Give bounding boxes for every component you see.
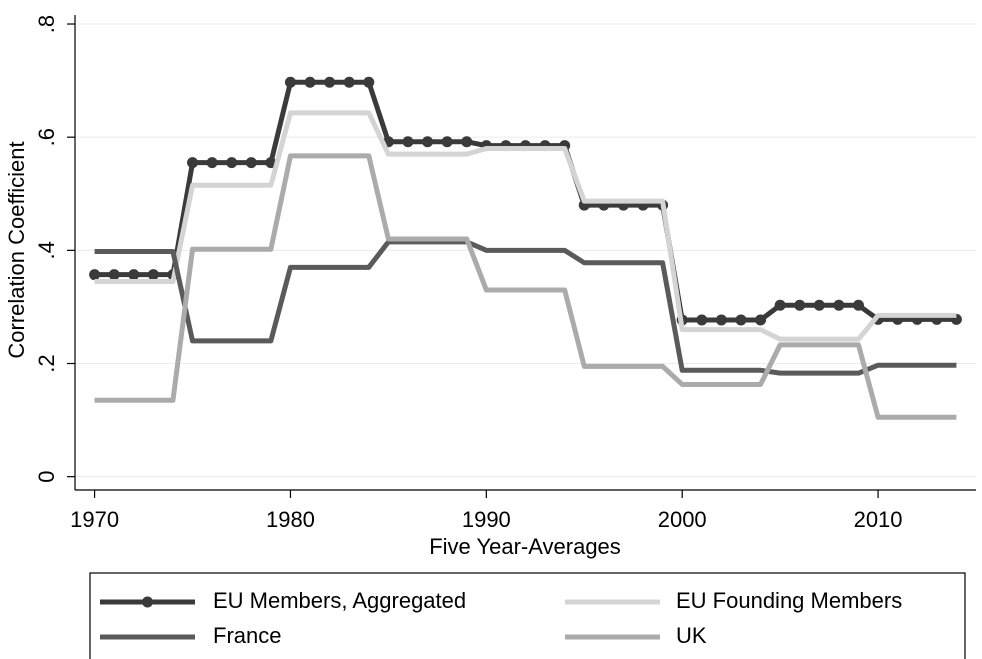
x-axis-title: Five Year-Averages [429,534,621,559]
point [833,299,845,311]
point [343,76,355,88]
point [422,136,434,148]
point [304,76,316,88]
point [441,136,453,148]
series-line [94,110,957,342]
series-line [94,79,957,323]
point [813,299,825,311]
point [735,314,747,326]
x-tick-label: 1990 [462,507,511,532]
point [226,157,238,169]
legend-marker [142,596,153,608]
point [852,299,864,311]
point [461,136,473,148]
series-line [94,153,957,420]
point [715,314,727,326]
point [755,314,767,326]
y-tick-label: 0 [34,471,59,483]
point [402,136,414,148]
y-tick-label: .8 [34,15,59,33]
y-tick-label: .2 [34,354,59,372]
legend-label: UK [676,623,707,648]
point [284,76,296,88]
point [206,157,218,169]
point [324,76,336,88]
y-tick-label: .4 [34,241,59,259]
legend-box [89,572,966,659]
point [108,269,120,281]
x-tick-label: 1970 [70,507,119,532]
point [89,269,101,281]
legend-label: France [213,623,281,648]
series-line [94,239,957,376]
point [147,269,159,281]
y-axis-title: Correlation Coefficient [4,141,29,358]
point [696,314,708,326]
x-tick-label: 2010 [854,507,903,532]
point [774,299,786,311]
x-tick-label: 2000 [658,507,707,532]
x-tick-label: 1980 [266,507,315,532]
point [363,76,375,88]
point [265,157,277,169]
point [245,157,257,169]
point [128,269,140,281]
point [794,299,806,311]
legend-label: EU Founding Members [676,588,902,613]
y-tick-label: .6 [34,128,59,146]
legend-label: EU Members, Aggregated [213,588,466,613]
point [187,157,199,169]
